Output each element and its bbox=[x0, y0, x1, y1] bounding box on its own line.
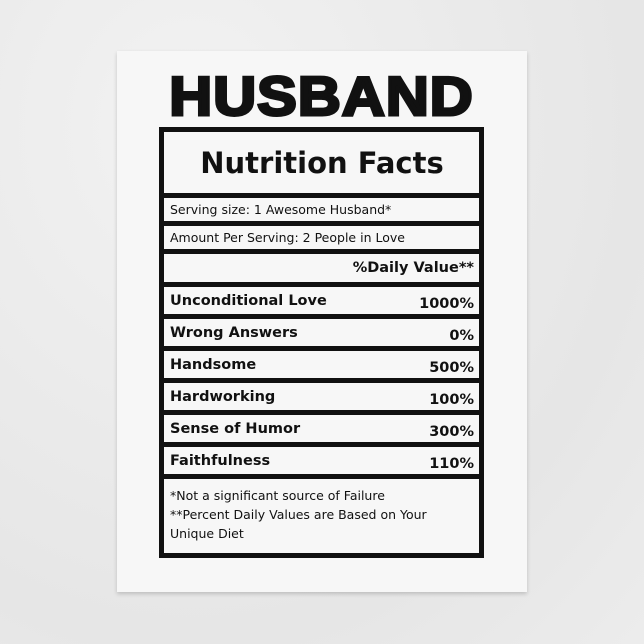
nutrient-name: Handsome bbox=[170, 356, 257, 373]
label-heading: Nutrition Facts bbox=[164, 132, 479, 193]
nutrient-row: Hardworking 100% bbox=[164, 383, 479, 410]
nutrient-row: Handsome 500% bbox=[164, 351, 479, 378]
footnotes: *Not a significant source of Failure **P… bbox=[164, 479, 479, 553]
nutrient-value: 1000% bbox=[419, 296, 474, 312]
nutrient-name: Faithfulness bbox=[170, 452, 271, 469]
nutrient-name: Sense of Humor bbox=[170, 420, 301, 437]
nutrient-value: 110% bbox=[429, 456, 474, 472]
nutrient-row: Faithfulness 110% bbox=[164, 447, 479, 474]
nutrient-name: Hardworking bbox=[170, 388, 276, 405]
footnote: **Percent Daily Values are Based on Your… bbox=[170, 507, 427, 541]
nutrient-value: 0% bbox=[449, 328, 474, 344]
nutrient-row: Wrong Answers 0% bbox=[164, 319, 479, 346]
footnote: *Not a significant source of Failure bbox=[170, 488, 385, 503]
card-title: HUSBAND bbox=[168, 65, 475, 127]
nutrient-value: 100% bbox=[429, 392, 474, 408]
nutrient-value: 500% bbox=[429, 360, 474, 376]
serving-size: Serving size: 1 Awesome Husband* bbox=[164, 198, 479, 221]
nutrient-name: Wrong Answers bbox=[170, 324, 298, 341]
nutrition-label: Nutrition Facts Serving size: 1 Awesome … bbox=[159, 127, 484, 558]
amount-per-serving: Amount Per Serving: 2 People in Love bbox=[164, 226, 479, 249]
nutrient-name: Unconditional Love bbox=[170, 292, 327, 309]
nutrient-value: 300% bbox=[429, 424, 474, 440]
daily-value-header: %Daily Value** bbox=[164, 254, 479, 282]
nutrient-row: Sense of Humor 300% bbox=[164, 415, 479, 442]
nutrient-row: Unconditional Love 1000% bbox=[164, 287, 479, 314]
